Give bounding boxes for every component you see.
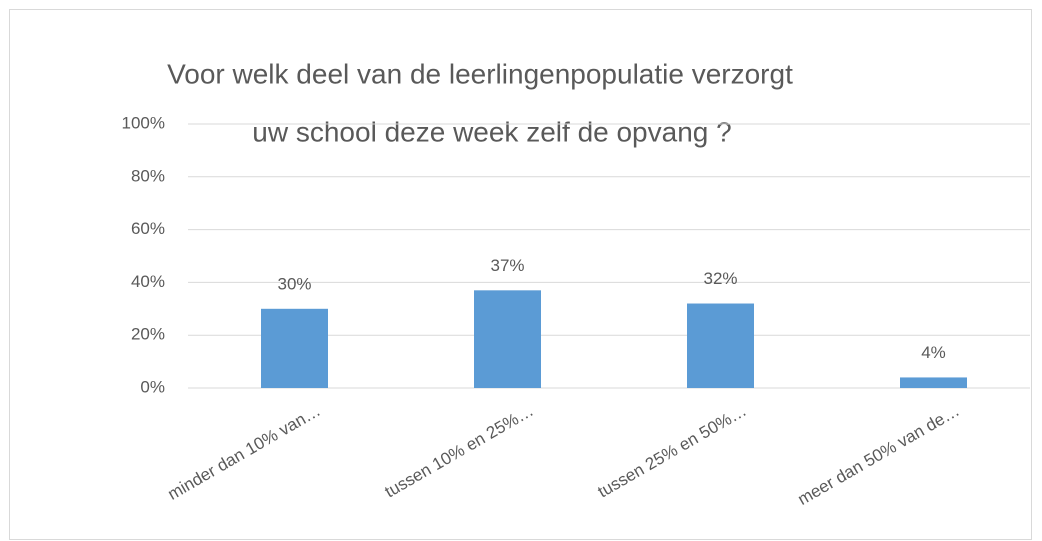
bar [687,303,754,388]
y-tick-label: 80% [131,166,165,185]
bar [261,308,328,388]
chart-border [9,9,1032,540]
data-label: 4% [921,343,946,362]
chart-title: Voor welk deel van de leerlingenpopulati… [167,58,793,89]
chart-title: uw school deze week zelf de opvang ? [252,116,731,147]
y-tick-label: 60% [131,219,165,238]
bar [900,377,967,388]
data-label: 37% [490,256,524,275]
y-tick-label: 40% [131,272,165,291]
bar [474,290,541,388]
data-label: 32% [703,269,737,288]
data-label: 30% [277,274,311,293]
y-tick-label: 100% [122,113,165,132]
y-tick-label: 0% [140,377,165,396]
y-tick-label: 20% [131,325,165,344]
